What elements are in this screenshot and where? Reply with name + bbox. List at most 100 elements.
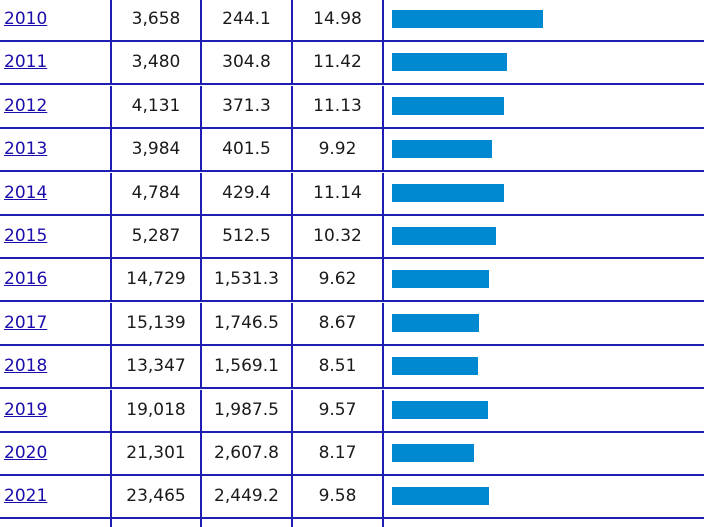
value-cell-c: 10.32	[291, 216, 382, 257]
value-cell-b: 371.3	[200, 86, 291, 127]
value-bar	[392, 487, 489, 505]
year-link[interactable]: 2020	[4, 443, 48, 463]
value-bar	[392, 401, 488, 419]
year-cell: 2015	[0, 216, 110, 257]
year-cell: 2011	[0, 42, 110, 83]
value-cell-b: 244.1	[200, 0, 291, 40]
table-row: 2016 14,729 1,531.3 9.62	[0, 259, 704, 302]
column-divider	[200, 519, 202, 527]
value-cell-a: 4,131	[110, 86, 200, 127]
table-row: 2021 23,465 2,449.2 9.58	[0, 476, 704, 519]
bar-cell	[382, 173, 704, 214]
value-cell-c: 11.13	[291, 86, 382, 127]
table-row: 2010 3,658 244.1 14.98	[0, 0, 704, 42]
bar-cell	[382, 0, 704, 40]
value-cell-c: 9.58	[291, 476, 382, 517]
year-cell: 2010	[0, 0, 110, 40]
value-bar	[392, 53, 507, 71]
year-link[interactable]: 2012	[4, 96, 48, 116]
value-cell-a: 3,480	[110, 42, 200, 83]
bar-cell	[382, 86, 704, 127]
table-row: 2017 15,139 1,746.5 8.67	[0, 303, 704, 346]
value-bar	[392, 270, 489, 288]
year-cell: 2017	[0, 303, 110, 344]
value-cell-a: 14,729	[110, 259, 200, 300]
value-cell-c: 14.98	[291, 0, 382, 40]
year-link[interactable]: 2017	[4, 313, 48, 333]
year-cell: 2018	[0, 346, 110, 387]
year-link[interactable]: 2018	[4, 356, 48, 376]
value-cell-c: 8.17	[291, 433, 382, 474]
column-divider	[382, 519, 384, 527]
value-bar	[392, 357, 478, 375]
value-cell-b: 512.5	[200, 216, 291, 257]
table-row: 2015 5,287 512.5 10.32	[0, 216, 704, 259]
value-cell-b: 2,607.8	[200, 433, 291, 474]
value-bar	[392, 227, 496, 245]
table-row: 2019 19,018 1,987.5 9.57	[0, 390, 704, 433]
bar-cell	[382, 390, 704, 431]
year-cell: 2019	[0, 390, 110, 431]
value-bar	[392, 444, 474, 462]
value-cell-c: 8.67	[291, 303, 382, 344]
year-link[interactable]: 2015	[4, 226, 48, 246]
value-cell-a: 21,301	[110, 433, 200, 474]
value-cell-a: 13,347	[110, 346, 200, 387]
year-link[interactable]: 2014	[4, 183, 48, 203]
value-cell-b: 2,449.2	[200, 476, 291, 517]
value-cell-b: 1,987.5	[200, 390, 291, 431]
column-divider	[291, 519, 293, 527]
year-link[interactable]: 2010	[4, 9, 48, 29]
year-link[interactable]: 2016	[4, 269, 48, 289]
year-cell: 2016	[0, 259, 110, 300]
table-row: 2018 13,347 1,569.1 8.51	[0, 346, 704, 389]
table-row: 2013 3,984 401.5 9.92	[0, 129, 704, 172]
value-cell-a: 15,139	[110, 303, 200, 344]
year-cell: 2014	[0, 173, 110, 214]
bar-cell	[382, 303, 704, 344]
value-cell-a: 3,984	[110, 129, 200, 170]
year-cell: 2020	[0, 433, 110, 474]
value-cell-b: 429.4	[200, 173, 291, 214]
year-link[interactable]: 2011	[4, 52, 48, 72]
value-cell-c: 8.51	[291, 346, 382, 387]
value-cell-b: 1,531.3	[200, 259, 291, 300]
value-cell-a: 3,658	[110, 0, 200, 40]
table-row: 2020 21,301 2,607.8 8.17	[0, 433, 704, 476]
value-cell-c: 9.62	[291, 259, 382, 300]
bar-cell	[382, 42, 704, 83]
value-cell-b: 1,746.5	[200, 303, 291, 344]
value-cell-a: 5,287	[110, 216, 200, 257]
value-bar	[392, 140, 492, 158]
year-cell: 2012	[0, 86, 110, 127]
year-link[interactable]: 2013	[4, 139, 48, 159]
value-cell-b: 1,569.1	[200, 346, 291, 387]
table-row: 2012 4,131 371.3 11.13	[0, 86, 704, 129]
value-cell-c: 9.57	[291, 390, 382, 431]
year-cell: 2021	[0, 476, 110, 517]
value-cell-c: 11.42	[291, 42, 382, 83]
bar-cell	[382, 433, 704, 474]
value-bar	[392, 10, 543, 28]
bar-cell	[382, 259, 704, 300]
bar-cell	[382, 129, 704, 170]
value-bar	[392, 97, 504, 115]
bar-cell	[382, 216, 704, 257]
value-cell-a: 23,465	[110, 476, 200, 517]
table-row: 2014 4,784 429.4 11.14	[0, 173, 704, 216]
year-cell: 2013	[0, 129, 110, 170]
value-cell-c: 11.14	[291, 173, 382, 214]
value-cell-c: 9.92	[291, 129, 382, 170]
value-cell-a: 4,784	[110, 173, 200, 214]
value-cell-b: 401.5	[200, 129, 291, 170]
column-divider	[110, 519, 112, 527]
value-cell-a: 19,018	[110, 390, 200, 431]
value-bar	[392, 314, 479, 332]
year-link[interactable]: 2019	[4, 400, 48, 420]
value-bar	[392, 184, 504, 202]
year-link[interactable]: 2021	[4, 486, 48, 506]
table-row: 2011 3,480 304.8 11.42	[0, 42, 704, 85]
bar-cell	[382, 476, 704, 517]
bar-cell	[382, 346, 704, 387]
